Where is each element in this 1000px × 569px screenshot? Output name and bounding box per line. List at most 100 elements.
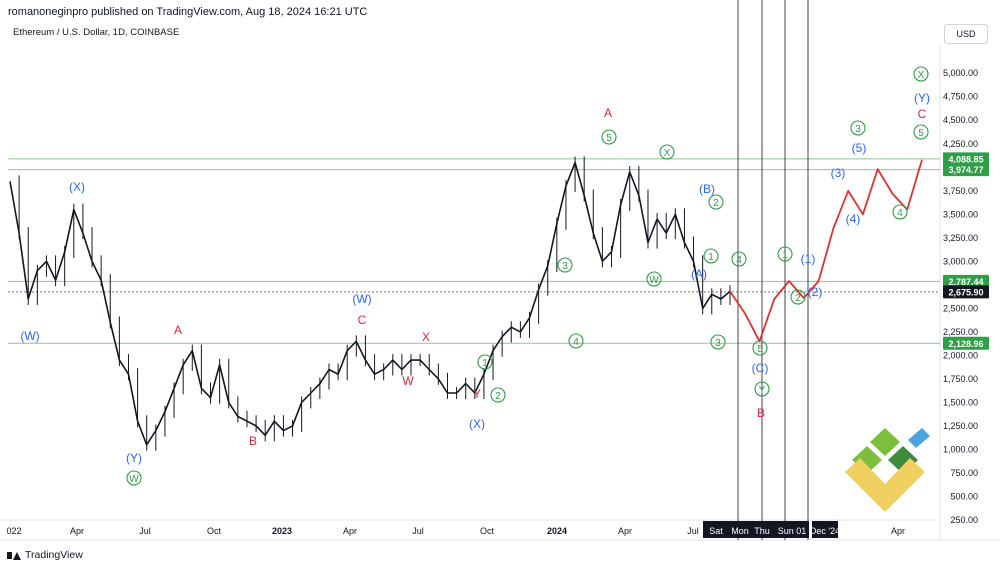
x-tick-bg-11: [703, 521, 729, 538]
level-tag-2: 2,787.44: [948, 277, 983, 287]
y-tick-label: 1,500.00: [943, 397, 978, 407]
wave-circle-28: [754, 381, 770, 397]
wave-circle-42: [913, 124, 929, 140]
y-tick-label: 2,500.00: [943, 303, 978, 313]
wave-label-0: (W): [20, 329, 39, 343]
symbol-title: Ethereum / U.S. Dollar, 1D, COINBASE: [13, 27, 180, 38]
level-tag-1: 3,974.77: [948, 165, 983, 175]
wave-label-24: 3: [715, 338, 721, 349]
wave-label-17: 5: [606, 133, 612, 144]
level-tag-0: 4,088.85: [948, 154, 983, 164]
x-tick-label: Mon: [731, 526, 749, 536]
x-tick-label: 2023: [272, 526, 292, 536]
wave-label-33: (2): [808, 285, 823, 299]
logo-shape-blue: [908, 428, 930, 448]
wave-label-1: (X): [69, 180, 85, 194]
wave-label-2: (Y): [126, 451, 142, 465]
wave-label-22: 1: [708, 252, 714, 263]
wave-label-30: 1: [782, 250, 788, 261]
x-tick-bg-14: [775, 521, 809, 538]
x-tick-label: Apr: [343, 526, 357, 536]
wave-label-8: X: [422, 330, 430, 344]
level-tag-1-bg: [943, 163, 989, 177]
y-tick-label: 3,750.00: [943, 186, 978, 196]
y-tick-label: 1,000.00: [943, 444, 978, 454]
wave-label-35: (4): [846, 212, 861, 226]
wave-label-4: A: [174, 323, 182, 337]
wave-label-28: Y: [759, 385, 766, 396]
wave-label-18: X: [664, 148, 671, 159]
x-tick-bg-12: [727, 521, 753, 538]
wave-circle-15: [568, 333, 584, 349]
wave-label-23: (A): [691, 267, 707, 281]
tradingview-logo-icon: [7, 551, 21, 560]
currency-button[interactable]: USD: [944, 24, 988, 44]
y-tick-label: 5,000.00: [943, 68, 978, 78]
wave-circle-39: [913, 66, 929, 82]
wave-label-39: X: [918, 70, 925, 81]
level-tag-3: 2,128.96: [948, 339, 983, 349]
wave-circle-18: [659, 144, 675, 160]
tradingview-brand-text: TradingView: [25, 549, 83, 561]
wave-label-16: A: [604, 106, 612, 120]
publisher-line: romanoneginpro published on TradingView.…: [8, 6, 368, 18]
x-tick-label: Oct: [207, 526, 222, 536]
wave-label-25: 4: [736, 255, 742, 266]
x-tick-bg-15: [812, 521, 838, 538]
wave-label-6: (W): [352, 292, 371, 306]
y-tick-label: 3,000.00: [943, 256, 978, 266]
y-tick-label: 1,750.00: [943, 374, 978, 384]
wave-label-27: (C): [752, 361, 769, 375]
wave-label-34: (3): [831, 166, 846, 180]
last-price-tag: 2,675.90: [948, 287, 983, 297]
wave-circle-19: [646, 271, 662, 287]
wave-circle-36: [850, 120, 866, 136]
x-tick-label: Oct: [480, 526, 495, 536]
projection-path: [729, 159, 923, 343]
x-tick-label: Jul: [139, 526, 151, 536]
wave-label-21: 2: [713, 198, 719, 209]
publisher-logo-icon: [845, 428, 930, 512]
wave-label-36: 3: [855, 124, 861, 135]
wave-label-40: (Y): [914, 91, 930, 105]
wave-label-5: B: [249, 434, 257, 448]
y-tick-label: 750.00: [950, 468, 978, 478]
tradingview-footer[interactable]: TradingView: [7, 549, 83, 561]
y-tick-label: 3,500.00: [943, 209, 978, 219]
wave-circle-26: [752, 340, 768, 356]
x-tick-label: Sun 01: [778, 526, 807, 536]
wave-label-32: (1): [801, 252, 816, 266]
wave-label-9: W: [402, 374, 414, 388]
price-series-line: [9, 161, 731, 446]
wave-circle-13: [490, 387, 506, 403]
wave-label-20: (B): [699, 182, 715, 196]
y-tick-label: 1,250.00: [943, 421, 978, 431]
wave-label-29: B: [757, 406, 765, 420]
x-tick-label: Dec '24: [810, 526, 840, 536]
wave-label-31: 2: [795, 293, 801, 304]
x-tick-label: 022: [6, 526, 21, 536]
wave-label-11: (X): [469, 417, 485, 431]
wave-label-15: 4: [573, 337, 579, 348]
x-tick-label: Thu: [754, 526, 770, 536]
x-tick-bg-13: [749, 521, 775, 538]
y-tick-label: 250.00: [950, 515, 978, 525]
wave-circle-31: [790, 289, 806, 305]
x-tick-label: Sat: [709, 526, 723, 536]
level-tag-2-bg: [943, 274, 989, 288]
wave-circle-12: [477, 354, 493, 370]
x-tick-label: Apr: [891, 526, 905, 536]
wave-label-7: C: [358, 313, 367, 327]
wave-label-38: 4: [897, 208, 903, 219]
logo-shape-green: [870, 428, 900, 456]
wave-label-26: 5: [757, 344, 763, 355]
x-tick-label: Jul: [412, 526, 424, 536]
wave-label-12: 1: [482, 358, 488, 369]
wave-label-37: (5): [852, 141, 867, 155]
wave-circle-38: [892, 204, 908, 220]
y-tick-label: 2,000.00: [943, 350, 978, 360]
wave-circle-24: [710, 334, 726, 350]
level-tag-0-bg: [943, 152, 989, 166]
x-tick-label: Apr: [618, 526, 632, 536]
